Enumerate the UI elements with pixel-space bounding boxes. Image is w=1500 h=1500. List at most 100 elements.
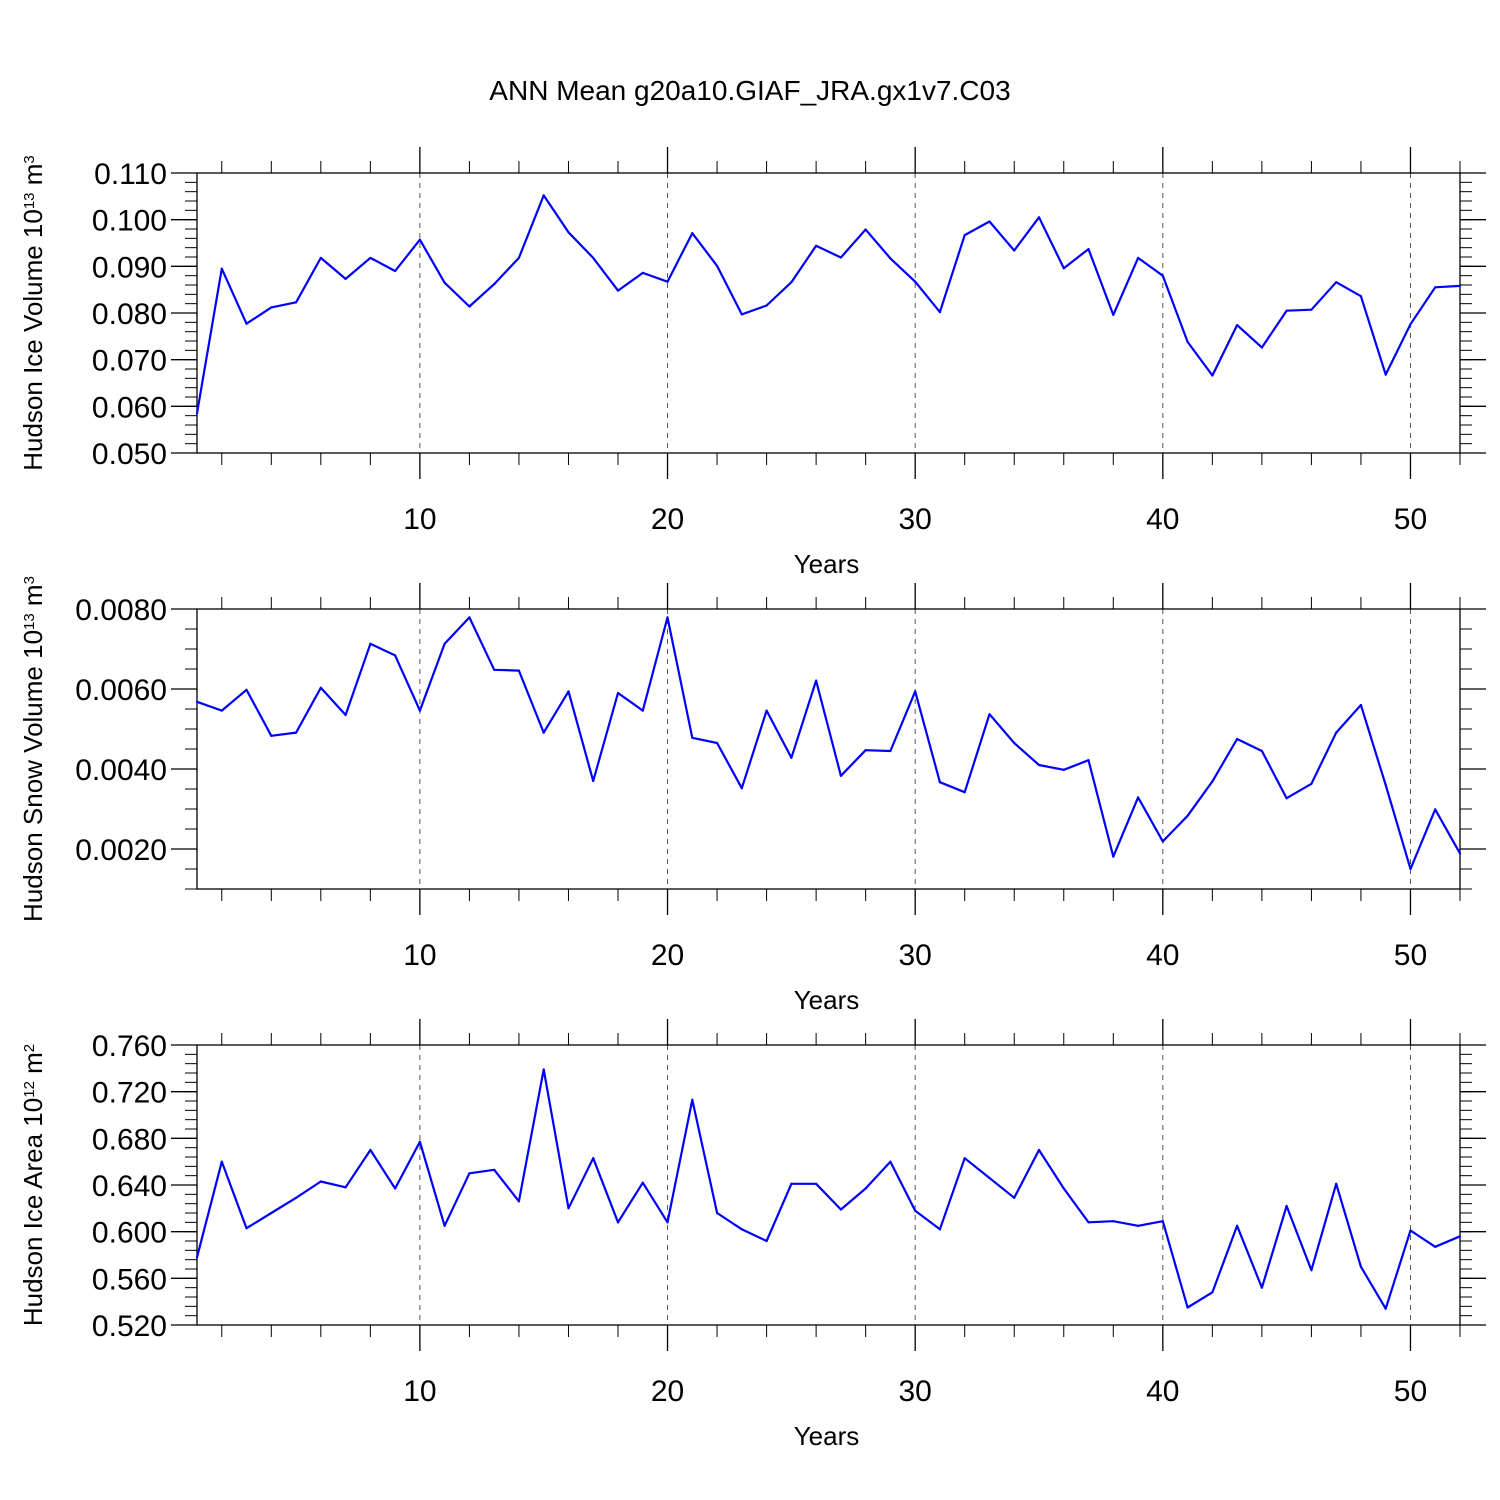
data-point xyxy=(889,257,892,260)
series-line-ice-area xyxy=(195,1068,1461,1310)
data-point xyxy=(542,194,545,197)
data-point xyxy=(1136,256,1140,260)
data-point xyxy=(616,691,620,695)
data-point xyxy=(1335,1182,1338,1185)
data-point xyxy=(839,256,842,259)
data-point xyxy=(839,1208,842,1211)
data-point xyxy=(542,1068,545,1071)
data-point xyxy=(988,713,991,716)
data-point xyxy=(468,305,471,308)
y-axis-label: Hudson Ice Area 1012 m2 xyxy=(18,1044,48,1326)
data-point xyxy=(1285,309,1288,312)
x-tick-label: 30 xyxy=(898,1375,931,1408)
y-axis-label-unit: m xyxy=(18,164,48,193)
y-tick-label: 0.080 xyxy=(92,298,167,331)
data-point xyxy=(1458,852,1462,855)
data-point xyxy=(616,289,620,292)
data-point xyxy=(691,736,694,739)
data-point xyxy=(344,277,347,281)
data-point xyxy=(1260,1286,1263,1289)
data-point xyxy=(220,1160,223,1163)
data-point xyxy=(493,1168,496,1171)
y-axis-label-exponent: 12 xyxy=(21,1081,38,1098)
data-point xyxy=(567,1207,570,1210)
data-point xyxy=(1211,374,1214,377)
data-point xyxy=(1161,1220,1164,1223)
data-point xyxy=(195,700,199,703)
data-point xyxy=(938,1228,942,1231)
x-tick-label: 10 xyxy=(403,1375,436,1408)
y-tick-label: 0.720 xyxy=(92,1077,167,1110)
data-point xyxy=(790,1182,793,1185)
y-tick-label: 0.0020 xyxy=(75,834,167,867)
data-point xyxy=(592,1157,595,1160)
data-point xyxy=(938,310,942,314)
data-point xyxy=(245,1227,248,1230)
data-point xyxy=(592,779,595,783)
data-point xyxy=(1211,1291,1214,1294)
data-point xyxy=(1136,796,1140,799)
plot-frame xyxy=(196,1044,1461,1326)
series-line-snow-volume xyxy=(196,616,1461,871)
data-point xyxy=(1112,1220,1115,1223)
data-point xyxy=(1384,783,1387,787)
data-point xyxy=(815,244,818,247)
x-tick-label: 10 xyxy=(403,939,436,972)
data-point xyxy=(294,301,298,304)
data-point xyxy=(567,690,570,693)
data-point xyxy=(1186,814,1189,817)
data-point xyxy=(468,1172,471,1175)
data-point xyxy=(666,280,669,283)
y-tick-label: 0.050 xyxy=(92,438,167,471)
y-tick-label: 0.640 xyxy=(92,1170,167,1203)
data-point xyxy=(963,233,966,237)
data-point xyxy=(567,231,570,234)
data-point xyxy=(641,709,644,712)
data-point xyxy=(1260,346,1263,349)
data-point xyxy=(344,1186,347,1189)
data-point xyxy=(715,1211,719,1215)
data-point xyxy=(938,781,942,784)
data-point xyxy=(1434,808,1437,811)
data-point xyxy=(1013,1196,1016,1199)
data-point xyxy=(1409,867,1412,871)
data-point xyxy=(691,232,694,235)
x-tick-label: 20 xyxy=(651,1375,684,1408)
data-point xyxy=(195,1256,199,1259)
series-line-ice-volume xyxy=(195,194,1461,414)
data-point xyxy=(1211,780,1214,783)
data-point xyxy=(1384,1307,1387,1310)
data-point xyxy=(294,731,298,734)
data-point xyxy=(1013,741,1016,745)
data-point xyxy=(1037,216,1041,219)
data-point xyxy=(394,1187,397,1190)
y-tick-label: 0.0040 xyxy=(75,754,167,787)
data-point xyxy=(1310,782,1313,785)
data-point xyxy=(1409,323,1412,326)
data-point xyxy=(443,281,446,284)
data-point xyxy=(1409,1229,1412,1232)
data-point xyxy=(691,1098,694,1101)
data-point xyxy=(1112,313,1115,316)
y-tick-label: 0.060 xyxy=(92,391,167,424)
y-axis-label-unit-exponent: 3 xyxy=(21,155,38,163)
x-tick-label: 50 xyxy=(1394,503,1427,536)
data-point xyxy=(369,1148,372,1152)
data-point xyxy=(344,713,347,717)
y-tick-label: 0.760 xyxy=(92,1030,167,1063)
data-point xyxy=(1458,1235,1462,1238)
data-point xyxy=(1335,731,1338,734)
data-point xyxy=(443,642,446,645)
data-point xyxy=(1384,373,1387,376)
x-tick-label: 30 xyxy=(898,503,931,536)
y-tick-label: 0.070 xyxy=(92,345,167,378)
data-point xyxy=(1087,247,1090,251)
data-point xyxy=(740,787,743,790)
data-point xyxy=(1310,1269,1313,1272)
data-point xyxy=(517,256,521,260)
panels: 0.050 0.060 0.070 0.080 0.090 0.100 0.110 10 20 3… xyxy=(18,147,1486,1451)
data-point xyxy=(394,654,397,657)
y-tick-label: 0.560 xyxy=(92,1263,167,1296)
data-point xyxy=(641,271,644,274)
data-point xyxy=(1236,737,1239,741)
